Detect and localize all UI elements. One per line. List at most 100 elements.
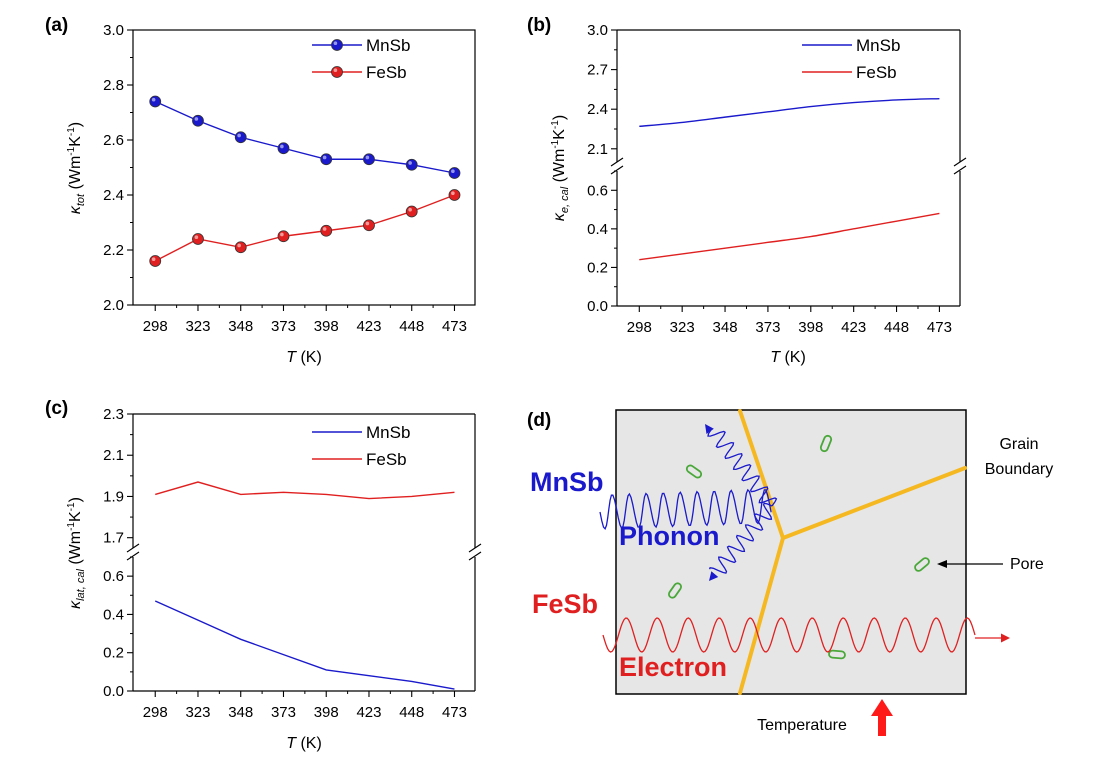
x-tick-label: 298 <box>143 704 168 721</box>
data-point-fesb <box>320 224 333 237</box>
legend-b: MnSb FeSb <box>802 36 900 82</box>
panel-c: (c) 298 323 348 373 398 423 448 473 1.7 1.9 2.1 2.3… <box>45 398 482 752</box>
data-point-highlight <box>194 235 199 239</box>
x-tick-label: 373 <box>271 318 296 335</box>
x-tick-label: 373 <box>755 319 780 336</box>
data-point-highlight <box>365 155 370 160</box>
data-point-fesb <box>149 255 162 267</box>
x-tick-label: 398 <box>798 319 823 336</box>
y-tick-label: 0.2 <box>103 645 124 662</box>
temperature-arrow-icon <box>871 699 893 736</box>
y-tick-label: 2.4 <box>587 101 608 118</box>
data-point-fesb <box>405 205 418 218</box>
sample-box <box>615 409 967 695</box>
series-line-fesb <box>155 481 455 500</box>
phonon-arrow-up <box>705 424 714 434</box>
x-tick-label: 348 <box>228 318 253 335</box>
legend-c: MnSb FeSb <box>312 423 410 469</box>
data-point-fesb <box>277 230 290 243</box>
panel-label-b: (b) <box>527 15 551 36</box>
x-tick-label: 473 <box>927 319 952 336</box>
y-tick-label: 2.1 <box>103 447 124 464</box>
data-point-highlight <box>280 144 284 149</box>
phonon-wave-incoming <box>599 488 772 530</box>
y-tick-label: 1.7 <box>103 530 124 547</box>
legend-marker-highlight <box>333 41 338 45</box>
data-point-highlight <box>237 133 241 138</box>
series-b <box>639 97 940 261</box>
y-tick-label: 0.6 <box>587 182 608 199</box>
y-axis-label-c: κlat, cal (Wm-1K-1) <box>66 497 87 609</box>
panel-d: (d) MnSb Phonon FeSb Electron Grain Boun… <box>527 409 1053 736</box>
x-tick-label: 398 <box>314 318 339 335</box>
x-tick-label: 473 <box>442 704 467 721</box>
data-point-mnsb <box>405 158 418 171</box>
x-tick-label: 298 <box>143 318 168 335</box>
legend-marker-fesb <box>331 66 343 78</box>
y-tick-label: 2.1 <box>587 141 608 158</box>
electron-wave <box>602 617 976 653</box>
axes-c: 298 323 348 373 398 423 448 473 1.7 1.9 2.1 2.3 0.0 0… <box>103 406 467 721</box>
data-point-highlight <box>237 243 241 248</box>
data-point-fesb <box>448 189 461 201</box>
pore-label: Pore <box>1010 556 1044 573</box>
wave-group <box>599 424 1010 653</box>
y-axis-label-b: κe, cal (Wm-1K-1) <box>550 115 571 221</box>
y-tick-label: 1.9 <box>103 488 124 505</box>
panel-label-c: (c) <box>45 398 68 419</box>
y-tick-label: 0.4 <box>103 606 124 623</box>
data-point-highlight <box>151 97 156 102</box>
phonon-arrow-down <box>709 571 719 581</box>
x-tick-label: 423 <box>356 318 381 335</box>
data-point-highlight <box>451 191 455 195</box>
series-a <box>149 95 461 267</box>
data-point-mnsb <box>320 153 333 166</box>
legend-label-mnsb: MnSb <box>856 36 900 55</box>
x-tick-label: 323 <box>185 704 210 721</box>
y-tick-label: 2.7 <box>587 62 608 79</box>
data-point-fesb <box>363 219 375 232</box>
grain-boundary-label-line1: Grain <box>999 436 1038 453</box>
temperature-label: Temperature <box>757 717 847 734</box>
x-tick-label: 448 <box>399 318 424 335</box>
x-tick-label: 398 <box>314 704 339 721</box>
x-tick-label: 373 <box>271 704 296 721</box>
x-tick-label: 323 <box>670 319 695 336</box>
x-tick-label: 323 <box>185 318 210 335</box>
axes-b: 298 323 348 373 398 423 448 473 2.1 2.4 2.7 3.0 0.0 0… <box>587 22 952 336</box>
legend-label-mnsb: MnSb <box>366 423 410 442</box>
y-tick-label: 0.0 <box>103 683 124 700</box>
data-point-highlight <box>322 155 327 160</box>
legend-a: MnSb FeSb <box>312 36 410 82</box>
y-tick-label: 2.3 <box>103 406 124 423</box>
panel-label-a: (a) <box>45 15 68 36</box>
electron-label: Electron <box>619 652 727 682</box>
data-point-highlight <box>451 169 455 173</box>
y-tick-label: 2.6 <box>103 132 124 149</box>
series-line-mnsb <box>154 100 455 174</box>
series-line-fesb <box>154 194 455 262</box>
panel-b: (b) 298 323 348 373 398 423 448 473 2.1 2.4 2.7 3.0… <box>527 15 967 366</box>
y-tick-label: 0.0 <box>587 298 608 315</box>
x-tick-label: 423 <box>356 704 381 721</box>
data-point-fesb <box>234 241 247 254</box>
pore-pointer-arrow <box>937 560 1003 568</box>
data-point-fesb <box>192 233 204 245</box>
y-axis-label-a: κtot (Wm-1K-1) <box>66 122 87 214</box>
data-point-highlight <box>280 232 284 237</box>
x-tick-label: 448 <box>884 319 909 336</box>
x-tick-label: 473 <box>442 318 467 335</box>
phonon-wave-scattered-down <box>708 502 773 574</box>
data-point-highlight <box>194 117 199 121</box>
legend-label-mnsb: MnSb <box>366 36 410 55</box>
phonon-label: Phonon <box>619 521 719 551</box>
data-point-mnsb <box>192 114 204 127</box>
panel-a: (a) 298 323 348 373 398 423 448 473 2.0 2.2 2.4 2.6… <box>45 15 476 366</box>
y-tick-label: 2.2 <box>103 242 124 259</box>
x-tick-label: 348 <box>228 704 253 721</box>
data-point-highlight <box>151 257 156 262</box>
y-tick-label: 3.0 <box>103 22 124 39</box>
data-point-highlight <box>408 161 412 165</box>
electron-arrow <box>1001 633 1010 643</box>
